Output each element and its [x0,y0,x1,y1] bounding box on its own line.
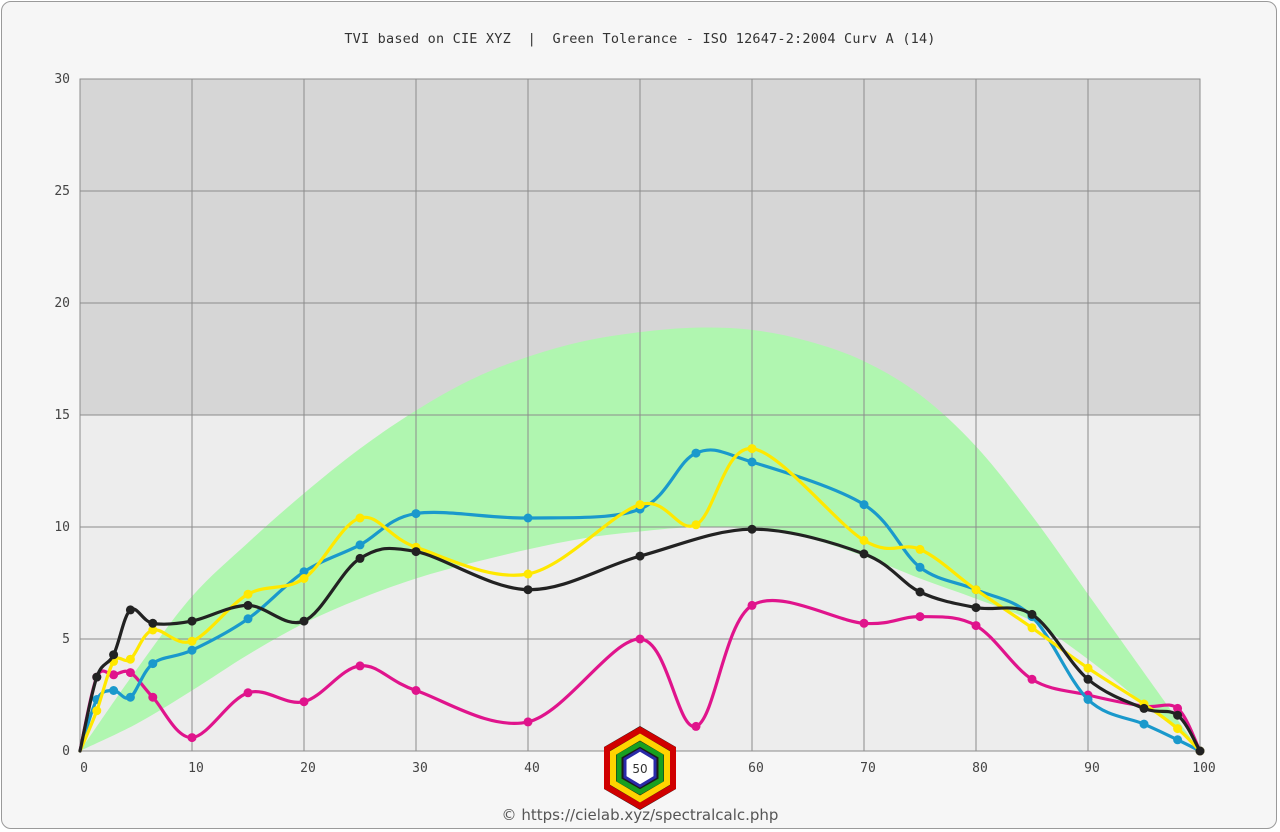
series-point [299,697,309,707]
y-tick-label: 15 [54,408,70,423]
series-layer [78,444,1205,756]
series-point [915,587,925,597]
series-point [915,562,925,572]
series-point [125,654,135,664]
x-tick-label: 30 [412,761,428,776]
series-point [1139,703,1149,713]
series-point [1173,710,1183,720]
series-point [747,524,757,534]
series-point [971,603,981,613]
series-point [691,520,701,530]
x-tick-label: 90 [1084,761,1100,776]
series-point [243,688,253,698]
series-point [747,444,757,454]
series-point [148,659,158,669]
series-point [1139,719,1149,729]
series-point [187,733,197,743]
series-point [148,692,158,702]
series-point [243,600,253,610]
series-point [148,625,158,635]
series-point [125,692,135,702]
series-point [1027,674,1037,684]
series-point [355,661,365,671]
series-point [1027,609,1037,619]
series-point [971,621,981,631]
series-point [411,509,421,519]
series-point [1027,623,1037,633]
series-point [1083,674,1093,684]
series-point [411,547,421,557]
grid-lines [79,78,1201,752]
logo-text: 50 [632,762,647,776]
y-tick-label: 25 [54,184,70,199]
series-point [1083,663,1093,673]
series-point [1173,735,1183,745]
series-point [523,513,533,523]
axis-labels: 0 5 10 15 20 25 30 0 10 20 30 40 50 60 70 80 90 100 [54,72,1215,776]
series-point [859,618,869,628]
series-point [125,668,135,678]
x-tick-label: 100 [1192,761,1215,776]
tolerance-band-area [80,327,1200,751]
series-point [635,551,645,561]
x-tick-label: 70 [860,761,876,776]
series-point [915,544,925,554]
series-point [635,634,645,644]
tolerance-band [80,327,1200,751]
series-line-3 [78,527,1202,753]
series-point [109,670,119,680]
series-point [109,650,119,660]
series-point [92,672,102,682]
series-point [971,585,981,595]
series-point [747,600,757,610]
series-point [691,448,701,458]
y-tick-label: 30 [54,72,70,87]
y-tick-label: 5 [62,632,70,647]
x-tick-label: 10 [188,761,204,776]
series-point [243,589,253,599]
series-point [125,605,135,615]
series-point [859,500,869,510]
series-point [635,500,645,510]
series-point [355,513,365,523]
series-point [915,612,925,622]
series-point [109,686,119,695]
y-tick-label: 0 [62,744,70,759]
series-point [523,569,533,579]
series-point [187,636,197,646]
x-tick-label: 80 [972,761,988,776]
series-point [299,567,309,577]
series-point [1195,746,1205,756]
series-point [355,553,365,563]
x-tick-label: 40 [524,761,540,776]
series-point [411,686,421,695]
series-point [355,540,365,550]
series-point [187,616,197,626]
series-point [187,645,197,655]
chart-title: TVI based on CIE XYZ | Green Tolerance -… [344,31,936,47]
series-point [691,721,701,731]
y-tick-label: 10 [54,520,70,535]
series-point [523,717,533,727]
series-point [747,457,757,467]
series-point [1083,695,1093,704]
x-tick-label: 60 [748,761,764,776]
series-point [148,618,158,628]
x-tick-label: 0 [80,761,88,776]
series-point [299,616,309,626]
series-point [859,549,869,559]
series-point [1173,703,1183,713]
x-tick-label: 20 [300,761,316,776]
series-point [92,706,102,716]
series-point [243,614,253,624]
series-point [859,535,869,545]
series-point [1173,724,1183,734]
footer-url: © https://cielab.xyz/spectralcalc.php [501,806,779,824]
series-point [299,574,309,583]
y-tick-label: 20 [54,296,70,311]
cielab-logo: 50 [604,726,676,810]
series-point [523,585,533,595]
